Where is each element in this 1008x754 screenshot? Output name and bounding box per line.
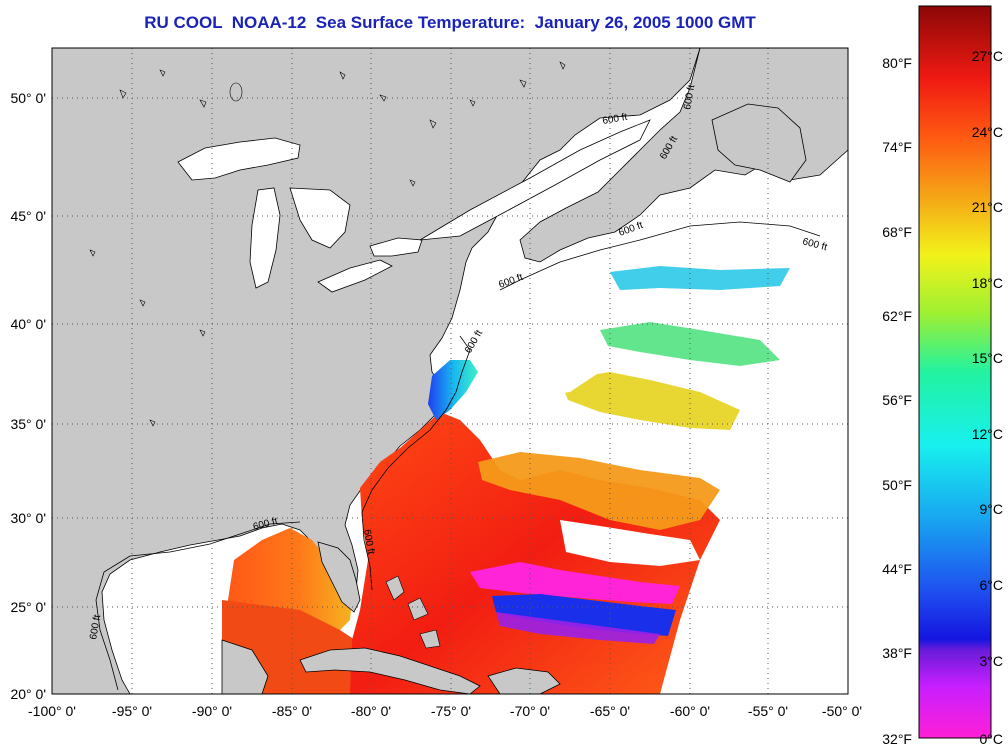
land-newfoundland (711, 103, 807, 183)
lat-tick: 30° 0' (10, 510, 46, 526)
lake-ontario (369, 237, 423, 257)
c-tick: 27°C (972, 48, 1003, 64)
sst-yellow-patches (560, 372, 740, 430)
cloud-mask-1 (560, 520, 700, 566)
c-tick: 6°C (980, 577, 1004, 593)
lon-tick: -95° 0' (112, 703, 152, 719)
lat-tick: 45° 0' (10, 208, 46, 224)
f-tick: 32°F (882, 731, 912, 747)
lake-huron (289, 187, 351, 249)
contour-600ft-gulf (95, 521, 301, 691)
f-tick: 80°F (882, 55, 912, 71)
colorbar-fahrenheit-ticks: 80°F 74°F 68°F 62°F 56°F 50°F 44°F 38°F … (882, 55, 912, 747)
c-tick: 21°C (972, 199, 1003, 215)
sst-coastal-cool (428, 360, 478, 420)
f-tick: 44°F (882, 561, 912, 577)
lat-tick: 40° 0' (10, 316, 46, 332)
f-tick: 68°F (882, 224, 912, 240)
land-yucatan (221, 639, 269, 694)
sst-blue-band (492, 594, 676, 636)
lake-superior (177, 137, 301, 181)
land-bahamas (385, 575, 441, 649)
cloud-mask-2 (500, 350, 600, 398)
lake-erie (317, 259, 393, 293)
c-tick: 0°C (980, 731, 1004, 747)
land-hispaniola (487, 667, 561, 694)
lon-tick: -50° 0' (822, 703, 862, 719)
c-tick: 3°C (980, 653, 1004, 669)
colorbar-scale (918, 5, 992, 739)
lon-tick: -55° 0' (748, 703, 788, 719)
f-tick: 74°F (882, 139, 912, 155)
contour-label: 600 ft (682, 84, 697, 111)
f-tick: 38°F (882, 645, 912, 661)
lon-axis: -100° 0' -95° 0' -90° 0' -85° 0' -80° 0'… (28, 703, 862, 719)
lat-tick: 35° 0' (10, 416, 46, 432)
lat-tick: 50° 0' (10, 90, 46, 106)
lon-tick: -85° 0' (272, 703, 312, 719)
land-cuba (299, 647, 481, 694)
lon-tick: -100° 0' (28, 703, 76, 719)
sst-cyan-patch (610, 266, 790, 290)
land-florida (317, 541, 361, 613)
small-lakes (89, 61, 566, 427)
c-tick: 18°C (972, 275, 1003, 291)
lon-tick: -75° 0' (431, 703, 471, 719)
f-tick: 62°F (882, 308, 912, 324)
f-tick: 56°F (882, 392, 912, 408)
contour-600ft-shelf (361, 335, 471, 591)
sst-orange-band (478, 452, 720, 530)
lon-tick: -60° 0' (670, 703, 710, 719)
lon-tick: -70° 0' (510, 703, 550, 719)
sst-magenta-band (470, 562, 680, 604)
lon-tick: -65° 0' (590, 703, 630, 719)
c-tick: 24°C (972, 124, 1003, 140)
colorbar-celsius-ticks: 27°C 24°C 21°C 18°C 15°C 12°C 9°C 6°C 3°… (972, 48, 1003, 747)
contour-label: 600 ft (602, 112, 629, 127)
lake-michigan (249, 187, 281, 289)
colorbar: 80°F 74°F 68°F 62°F 56°F 50°F 44°F 38°F … (882, 5, 1003, 747)
lat-tick: 20° 0' (10, 686, 46, 702)
contour-label: 600 ft (88, 614, 103, 641)
contour-600ft-northeast (499, 221, 821, 291)
lon-tick: -80° 0' (351, 703, 391, 719)
lon-tick: -90° 0' (192, 703, 232, 719)
contour-label: 600 ft (361, 529, 376, 556)
c-tick: 12°C (972, 426, 1003, 442)
lat-axis: 50° 0' 45° 0' 40° 0' 35° 0' 30° 0' 25° 0… (10, 90, 46, 702)
map-title: RU COOL NOAA-12 Sea Surface Temperature:… (144, 13, 756, 32)
c-tick: 9°C (980, 501, 1004, 517)
f-tick: 50°F (882, 477, 912, 493)
sst-purple-fringe (496, 612, 660, 644)
c-tick: 15°C (972, 350, 1003, 366)
lat-tick: 25° 0' (10, 599, 46, 615)
